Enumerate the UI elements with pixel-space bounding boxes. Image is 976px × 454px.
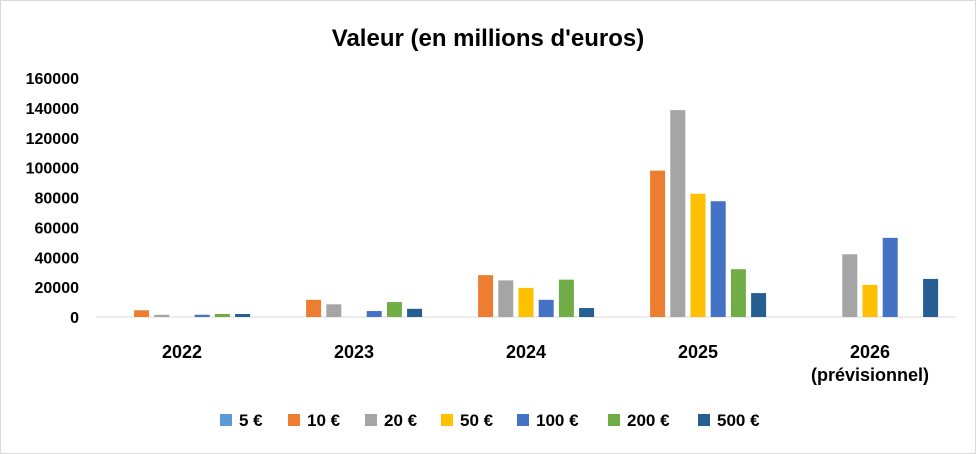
bar xyxy=(558,279,574,317)
legend-label: 500 € xyxy=(717,411,760,430)
y-tick-label: 140000 xyxy=(26,101,79,118)
legend-swatch xyxy=(220,414,232,426)
x-tick-label: 2025 xyxy=(678,342,718,362)
x-tick-label: 2026 (prévisionnel) xyxy=(811,342,929,385)
legend-label: 100 € xyxy=(536,411,579,430)
y-axis-ticks: 0 20000 40000 60000 80000 100000 120000 140000 1… xyxy=(26,71,79,327)
bar xyxy=(386,302,402,317)
bar xyxy=(579,308,595,317)
legend-swatch xyxy=(608,414,620,426)
legend-label: 5 € xyxy=(239,411,263,430)
bar xyxy=(366,311,382,317)
bar xyxy=(730,269,746,317)
bar xyxy=(882,237,898,317)
bar xyxy=(235,314,251,317)
y-tick-label: 60000 xyxy=(35,220,80,237)
x-tick-label: 2023 xyxy=(334,342,374,362)
bar xyxy=(538,299,554,317)
legend-label: 200 € xyxy=(627,411,670,430)
x-tick-label: 2024 xyxy=(506,342,546,362)
legend-swatch xyxy=(517,414,529,426)
bar xyxy=(690,193,706,317)
bar xyxy=(478,275,494,317)
bars-group xyxy=(134,110,939,317)
legend-item: 20 € xyxy=(365,411,418,430)
y-tick-label: 0 xyxy=(70,310,79,327)
bar xyxy=(923,278,939,317)
bar xyxy=(518,287,534,317)
y-tick-label: 80000 xyxy=(35,191,80,208)
legend-label: 10 € xyxy=(307,411,341,430)
chart-title: Valeur (en millions d'euros) xyxy=(332,25,644,52)
bar xyxy=(154,314,170,317)
x-tick-label: 2022 xyxy=(162,342,202,362)
legend-label: 20 € xyxy=(384,411,418,430)
legend-item: 50 € xyxy=(441,411,494,430)
legend-item: 100 € xyxy=(517,411,579,430)
y-tick-label: 160000 xyxy=(26,71,79,88)
bar xyxy=(650,170,666,317)
bar xyxy=(498,280,514,317)
bar xyxy=(670,110,686,317)
bar xyxy=(194,314,210,317)
legend-item: 200 € xyxy=(608,411,670,430)
legend-swatch xyxy=(441,414,453,426)
legend-item: 10 € xyxy=(288,411,341,430)
bar xyxy=(306,299,322,317)
bar xyxy=(326,304,342,317)
legend: 5 € 10 € 20 € 50 € 100 € 200 € 500 € xyxy=(220,411,760,430)
bar xyxy=(407,308,423,317)
x-axis-ticks: 2022 2023 2024 2025 2026 (prévisionnel) xyxy=(162,342,929,385)
bar xyxy=(214,314,230,317)
legend-label: 50 € xyxy=(460,411,494,430)
legend-swatch xyxy=(698,414,710,426)
bar xyxy=(710,201,726,317)
legend-item: 5 € xyxy=(220,411,263,430)
y-tick-label: 20000 xyxy=(35,280,80,297)
y-tick-label: 40000 xyxy=(35,250,80,267)
bar xyxy=(751,293,767,317)
y-tick-label: 100000 xyxy=(26,161,79,178)
bar xyxy=(134,310,150,317)
bar xyxy=(842,254,858,317)
bar xyxy=(862,284,878,317)
legend-swatch xyxy=(288,414,300,426)
legend-item: 500 € xyxy=(698,411,760,430)
y-tick-label: 120000 xyxy=(26,131,79,148)
legend-swatch xyxy=(365,414,377,426)
